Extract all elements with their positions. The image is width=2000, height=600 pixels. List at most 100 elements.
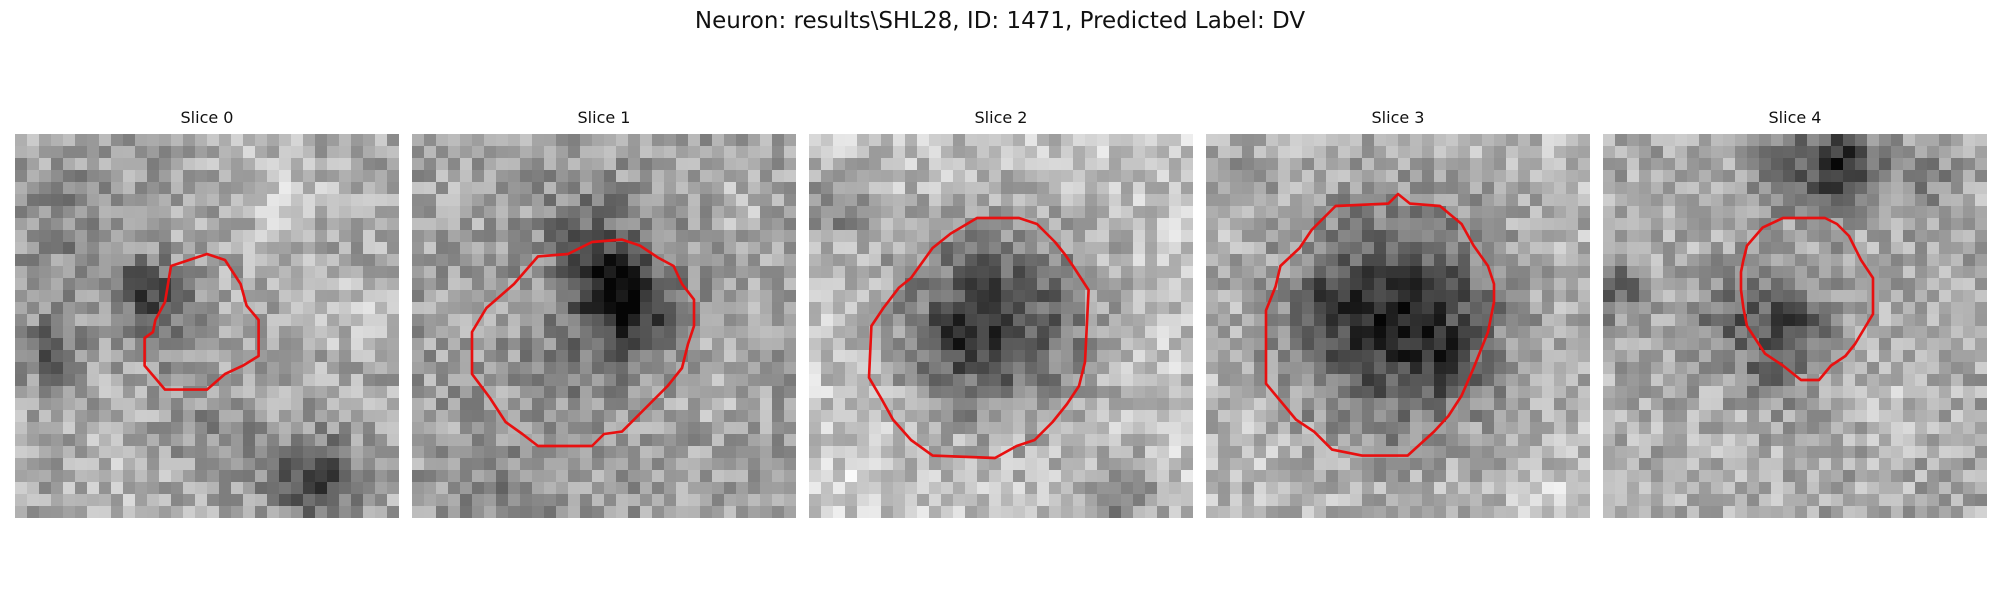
pixel-cell: [929, 134, 942, 147]
pixel-cell: [243, 338, 256, 351]
pixel-cell: [881, 338, 894, 351]
pixel-cell: [1939, 194, 1952, 207]
pixel-cell: [1819, 182, 1832, 195]
pixel-cell: [869, 494, 882, 507]
pixel-cell: [123, 410, 136, 423]
pixel-cell: [1879, 314, 1892, 327]
pixel-cell: [1903, 302, 1916, 315]
pixel-cell: [15, 410, 28, 423]
pixel-cell: [1831, 410, 1844, 423]
pixel-cell: [1783, 350, 1796, 363]
pixel-cell: [159, 134, 172, 147]
pixel-cell: [327, 470, 340, 483]
pixel-cell: [1422, 446, 1435, 459]
pixel-cell: [989, 350, 1002, 363]
pixel-cell: [231, 434, 244, 447]
pixel-cell: [436, 446, 449, 459]
pixel-cell: [1795, 458, 1808, 471]
pixel-cell: [821, 206, 834, 219]
pixel-cell: [1723, 158, 1736, 171]
pixel-cell: [1085, 266, 1098, 279]
pixel-cell: [520, 350, 533, 363]
pixel-cell: [63, 206, 76, 219]
pixel-cell: [375, 410, 388, 423]
pixel-cell: [472, 482, 485, 495]
pixel-cell: [1302, 218, 1315, 231]
pixel-cell: [99, 470, 112, 483]
pixel-cell: [171, 338, 184, 351]
pixel-cell: [472, 290, 485, 303]
pixel-cell: [532, 302, 545, 315]
pixel-cell: [1374, 326, 1387, 339]
pixel-cell: [748, 422, 761, 435]
pixel-cell: [556, 350, 569, 363]
pixel-cell: [1133, 338, 1146, 351]
pixel-cell: [1566, 506, 1579, 518]
pixel-cell: [1314, 266, 1327, 279]
pixel-cell: [1001, 194, 1014, 207]
pixel-cell: [1446, 230, 1459, 243]
pixel-cell: [1025, 314, 1038, 327]
pixel-cell: [1278, 158, 1291, 171]
pixel-cell: [1627, 350, 1640, 363]
pixel-cell: [1362, 434, 1375, 447]
pixel-cell: [1566, 134, 1579, 147]
pixel-cell: [99, 314, 112, 327]
pixel-cell: [712, 302, 725, 315]
pixel-cell: [941, 254, 954, 267]
pixel-cell: [1290, 374, 1303, 387]
pixel-cell: [857, 254, 870, 267]
pixel-cell: [1879, 194, 1892, 207]
pixel-cell: [1326, 338, 1339, 351]
pixel-cell: [1819, 398, 1832, 411]
pixel-cell: [628, 422, 641, 435]
pixel-cell: [833, 338, 846, 351]
pixel-cell: [424, 278, 437, 291]
pixel-cell: [1049, 506, 1062, 518]
pixel-cell: [63, 422, 76, 435]
pixel-cell: [1675, 446, 1688, 459]
pixel-cell: [363, 494, 376, 507]
pixel-cell: [1675, 434, 1688, 447]
pixel-cell: [1951, 266, 1964, 279]
pixel-cell: [676, 326, 689, 339]
pixel-cell: [1037, 494, 1050, 507]
pixel-cell: [315, 446, 328, 459]
pixel-cell: [1891, 314, 1904, 327]
pixel-cell: [1266, 410, 1279, 423]
pixel-cell: [1819, 458, 1832, 471]
pixel-cell: [772, 482, 785, 495]
pixel-cell: [700, 398, 713, 411]
pixel-cell: [532, 170, 545, 183]
pixel-cell: [1687, 458, 1700, 471]
pixel-cell: [772, 170, 785, 183]
pixel-cell: [195, 278, 208, 291]
pixel-cell: [688, 242, 701, 255]
pixel-cell: [1338, 278, 1351, 291]
pixel-cell: [568, 278, 581, 291]
pixel-cell: [87, 458, 100, 471]
pixel-cell: [1831, 374, 1844, 387]
pixel-cell: [1819, 326, 1832, 339]
pixel-cell: [893, 482, 906, 495]
pixel-cell: [1278, 266, 1291, 279]
pixel-cell: [1013, 230, 1026, 243]
pixel-cell: [953, 146, 966, 159]
pixel-cell: [580, 458, 593, 471]
pixel-cell: [339, 218, 352, 231]
pixel-cell: [171, 326, 184, 339]
pixel-cell: [1037, 470, 1050, 483]
pixel-cell: [929, 266, 942, 279]
pixel-cell: [231, 230, 244, 243]
pixel-cell: [1807, 170, 1820, 183]
pixel-cell: [1290, 506, 1303, 518]
pixel-cell: [556, 194, 569, 207]
pixel-cell: [977, 506, 990, 518]
pixel-cell: [15, 506, 28, 518]
pixel-cell: [1410, 506, 1423, 518]
pixel-cell: [1795, 230, 1808, 243]
pixel-cell: [279, 254, 292, 267]
pixel-cell: [1783, 338, 1796, 351]
pixel-cell: [255, 266, 268, 279]
pixel-cell: [1025, 134, 1038, 147]
